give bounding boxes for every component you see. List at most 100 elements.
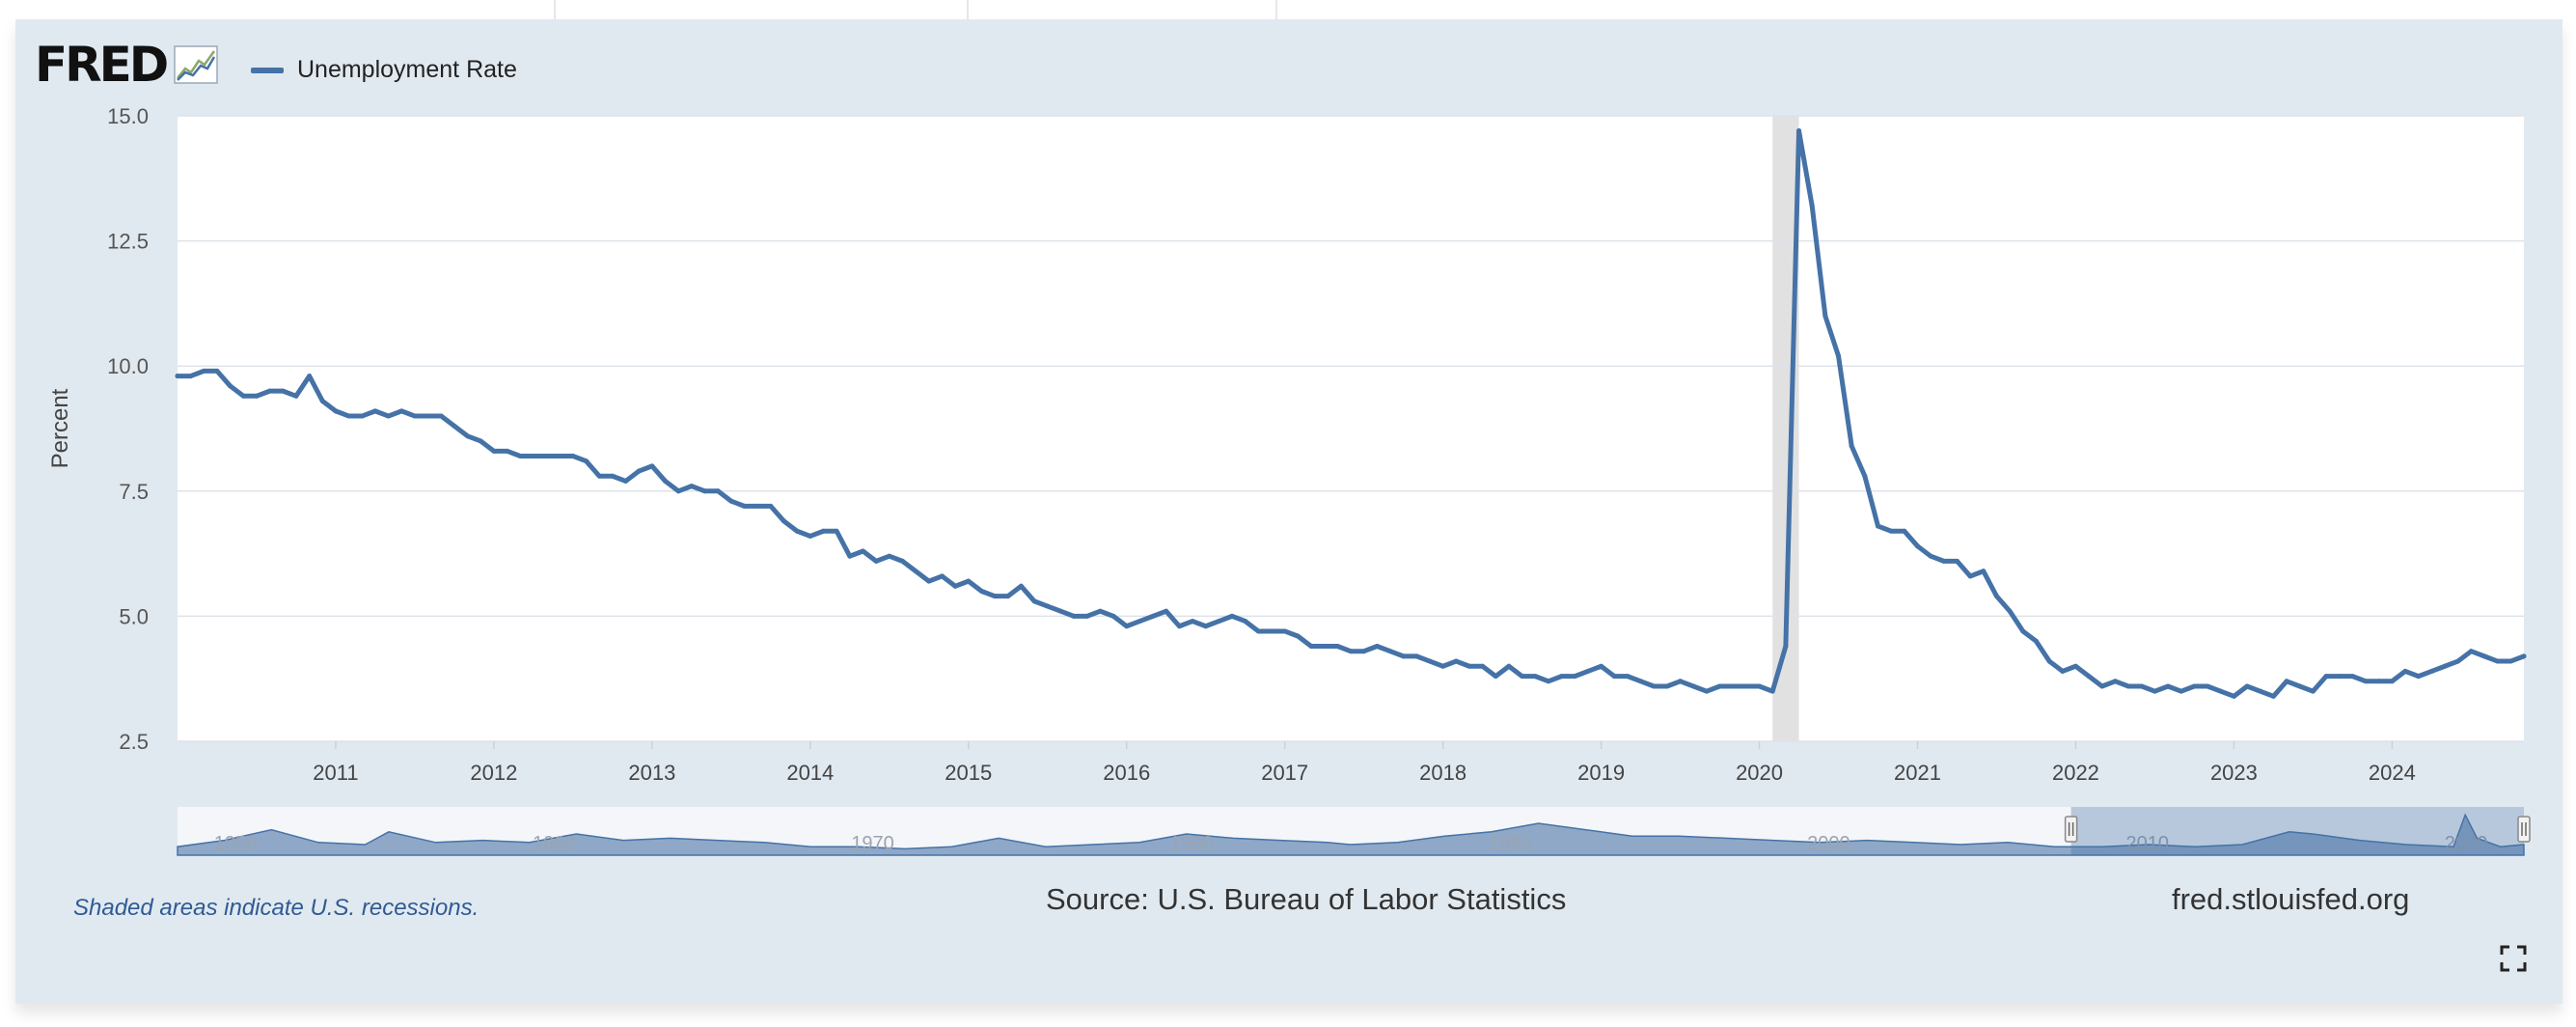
data-point [1269, 628, 1274, 634]
data-point [240, 393, 246, 399]
data-point [1993, 594, 1999, 599]
data-point [372, 408, 378, 414]
data-point [2046, 658, 2052, 664]
x-tick-label: 2019 [1577, 761, 1625, 785]
data-point [1190, 619, 1195, 625]
data-point [2244, 683, 2250, 689]
data-point [452, 423, 457, 429]
data-point [1071, 613, 1077, 619]
data-point [2139, 683, 2145, 689]
data-point [2284, 679, 2289, 684]
data-point [2231, 693, 2236, 699]
data-point [728, 498, 734, 504]
y-tick-label: 10.0 [107, 354, 149, 378]
data-point [1836, 353, 1842, 359]
data-point [1440, 663, 1446, 669]
tab-divider [554, 0, 556, 19]
data-point [1902, 528, 1907, 534]
data-point [636, 468, 642, 474]
data-point [438, 413, 444, 419]
fullscreen-icon[interactable] [2499, 944, 2528, 973]
data-point [2191, 683, 2197, 689]
data-point [1401, 653, 1407, 659]
data-point [2060, 668, 2066, 674]
fred-logo-chart-icon [174, 45, 219, 84]
data-point [1769, 688, 1775, 694]
recession-note: Shaded areas indicate U.S. recessions. [73, 895, 480, 921]
data-point [1308, 644, 1314, 649]
navigator-area [177, 813, 2525, 856]
data-point [2112, 679, 2118, 684]
data-point [1941, 558, 1947, 564]
data-point [1374, 644, 1380, 649]
data-point [2072, 663, 2078, 669]
data-point [2402, 668, 2408, 674]
data-point [1216, 619, 1221, 625]
legend[interactable]: Unemployment Rate [251, 56, 517, 84]
y-tick-label: 5.0 [119, 604, 149, 628]
data-point [2323, 674, 2329, 680]
site-link[interactable]: fred.stlouisfed.org [2172, 882, 2410, 916]
data-point [1493, 674, 1498, 680]
x-tick-label: 2014 [786, 761, 834, 785]
data-point [2428, 668, 2434, 674]
data-point [623, 478, 629, 484]
data-point [465, 433, 471, 439]
fred-logo[interactable]: FRED [35, 35, 219, 95]
data-point [1176, 624, 1182, 629]
x-tick-label: 2017 [1261, 761, 1308, 785]
y-tick-label: 2.5 [119, 730, 149, 754]
x-tick-label: 2022 [2052, 761, 2099, 785]
navigator-handle-right[interactable] [2517, 816, 2531, 843]
data-point [1967, 573, 1973, 579]
data-point [1520, 674, 1525, 680]
navigator-tick-label: 1970 [851, 833, 894, 854]
data-point [2179, 688, 2184, 694]
data-point [1045, 603, 1051, 609]
data-point [1572, 674, 1577, 680]
data-point [1664, 683, 1670, 689]
data-point [1730, 683, 1736, 689]
data-point [2376, 679, 2382, 684]
data-point [715, 488, 721, 494]
x-tick-label: 2018 [1419, 761, 1466, 785]
navigator-handle-left[interactable] [2064, 816, 2078, 843]
x-tick-label: 2024 [2369, 761, 2416, 785]
data-point [2363, 679, 2369, 684]
data-point [2468, 649, 2474, 654]
data-point [2007, 608, 2013, 614]
data-point [412, 413, 418, 419]
plot-background [178, 116, 2524, 741]
x-tick-label: 2020 [1736, 761, 1783, 785]
data-point [834, 528, 839, 534]
data-point [1282, 628, 1288, 634]
data-point [689, 484, 695, 489]
fred-logo-text: FRED [35, 37, 169, 93]
legend-label: Unemployment Rate [297, 56, 517, 83]
data-point [1796, 128, 1802, 134]
data-point [2205, 683, 2210, 689]
data-point [505, 448, 510, 454]
navigator-tick-label: 2020 [2445, 833, 2488, 854]
data-point [1031, 598, 1037, 604]
data-point [1928, 553, 1933, 559]
navigator-tick-label: 2010 [2125, 833, 2169, 854]
data-point [702, 488, 708, 494]
data-point [966, 578, 972, 584]
x-tick-label: 2016 [1103, 761, 1150, 785]
data-point [1625, 674, 1631, 680]
data-point [1413, 653, 1419, 659]
data-point [254, 393, 260, 399]
y-axis-title: Percent [47, 388, 73, 468]
data-point [926, 578, 932, 584]
data-point [899, 558, 905, 564]
data-point [1849, 443, 1854, 449]
data-point [2020, 628, 2026, 634]
data-point [228, 383, 233, 389]
x-tick-label: 2011 [313, 761, 358, 785]
x-tick-label: 2015 [945, 761, 992, 785]
data-point [1757, 683, 1763, 689]
data-point [175, 374, 180, 379]
data-point [2507, 658, 2513, 664]
data-point [2165, 683, 2171, 689]
